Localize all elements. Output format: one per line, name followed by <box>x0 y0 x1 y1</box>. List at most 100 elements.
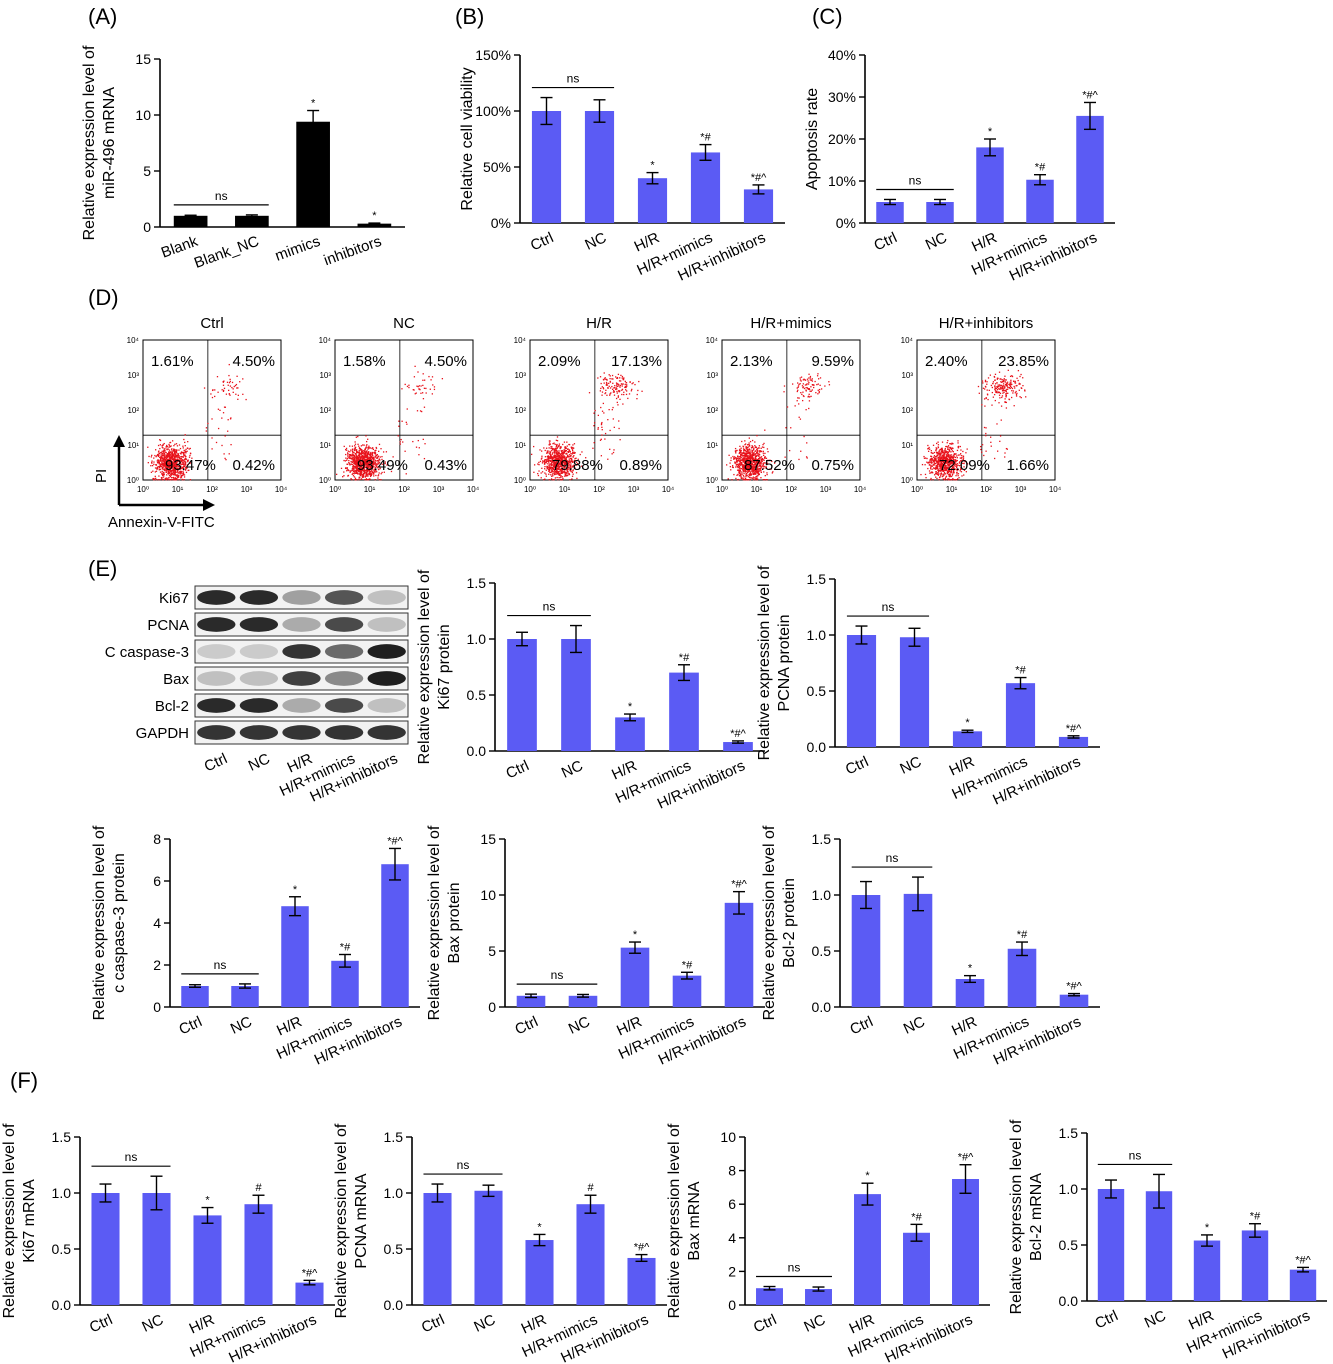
flow-dot <box>181 466 183 469</box>
flow-dot <box>360 452 362 455</box>
flow-dot <box>561 458 563 460</box>
flow-dot <box>159 452 161 454</box>
flow-dot <box>570 466 572 468</box>
flow-dot <box>1002 389 1005 392</box>
flow-dot <box>763 446 765 449</box>
flow-dot <box>564 471 566 474</box>
flow-dot <box>365 445 368 447</box>
flow-dot <box>554 448 557 450</box>
flow-dot <box>150 465 152 467</box>
flow-dot <box>749 461 751 463</box>
flow-dot <box>404 450 406 452</box>
flow-dot <box>959 461 961 463</box>
flow-dot <box>167 472 169 474</box>
flow-dot <box>343 459 345 462</box>
flow-dot <box>161 461 163 464</box>
flow-dot <box>160 476 163 479</box>
significance-label: # <box>255 1182 262 1194</box>
flow-dot <box>757 470 760 473</box>
flow-dot <box>159 444 162 446</box>
ns-label: ns <box>125 1150 138 1164</box>
flow-dot <box>612 418 614 420</box>
flow-dot <box>171 470 174 472</box>
flow-dot <box>807 396 809 398</box>
flow-dot <box>358 473 361 475</box>
flow-dot <box>375 446 377 449</box>
flow-dot <box>215 441 218 444</box>
flow-dot <box>355 459 357 461</box>
flow-dot <box>551 447 553 450</box>
flow-dot <box>169 479 172 481</box>
flow-dot <box>184 463 186 465</box>
flow-dot <box>189 452 192 455</box>
flow-dot <box>808 400 811 402</box>
y-tick-label: 1.0 <box>52 1185 72 1201</box>
flow-dot <box>963 462 965 465</box>
flow-dot <box>743 479 745 481</box>
flow-dot <box>558 444 560 447</box>
flow-dot <box>951 474 953 476</box>
flow-dot <box>609 381 612 383</box>
flow-dot <box>998 388 1000 390</box>
flow-dot <box>365 469 368 472</box>
flow-dot <box>374 461 377 463</box>
flow-dot <box>433 388 436 391</box>
flow-y-tick: 10⁰ <box>706 476 718 485</box>
flow-dot <box>560 471 562 474</box>
flow-dot <box>177 475 180 477</box>
flow-dot <box>553 460 555 462</box>
flow-dot <box>557 473 559 475</box>
flow-dot <box>169 459 171 462</box>
flow-dot <box>799 418 802 420</box>
flow-dot <box>155 477 157 480</box>
flow-dot <box>948 449 951 451</box>
flow-dot <box>936 455 938 458</box>
flow-dot <box>151 462 153 464</box>
flow-dot <box>964 461 966 463</box>
y-tick-label: 0 <box>143 219 151 235</box>
flow-dot <box>560 446 562 449</box>
flow-dot <box>375 474 377 477</box>
flow-dot <box>155 470 158 472</box>
flow-dot <box>368 462 370 464</box>
flow-dot <box>354 452 357 455</box>
flow-dot <box>163 465 165 467</box>
flow-dot <box>942 474 944 476</box>
flow-dot <box>784 456 786 458</box>
flow-dot <box>991 391 994 394</box>
flow-dot <box>156 454 158 457</box>
flow-dot <box>549 463 551 465</box>
flow-dot <box>952 471 955 473</box>
flow-dot <box>358 464 360 466</box>
flow-dot <box>747 479 749 481</box>
flow-dot <box>757 450 759 452</box>
significance-label: # <box>587 1182 594 1194</box>
flow-dot <box>754 455 757 457</box>
flow-dot <box>177 476 179 479</box>
flow-dot <box>940 466 942 468</box>
flow-dot <box>1000 384 1002 387</box>
flow-dot <box>562 443 564 446</box>
bar <box>235 215 269 227</box>
flow-dot <box>986 389 988 391</box>
flow-dot <box>347 453 349 455</box>
flow-dot <box>364 464 366 467</box>
flow-dot <box>797 386 799 388</box>
flow-dot <box>352 454 354 457</box>
flow-dot <box>756 454 758 456</box>
flow-dot <box>743 448 746 451</box>
flow-dot <box>597 414 599 417</box>
y-tick-label: 0 <box>728 1297 736 1313</box>
flow-dot <box>168 451 170 453</box>
flow-dot <box>358 447 361 449</box>
flow-dot <box>796 387 798 389</box>
flow-dot <box>345 453 347 456</box>
flow-dot <box>556 454 559 456</box>
flow-dot <box>540 477 542 479</box>
flow-dot <box>176 478 178 481</box>
flow-dot <box>941 441 944 443</box>
flow-dot <box>601 386 603 388</box>
flow-dot <box>948 464 951 466</box>
flow-dot <box>366 444 368 446</box>
flow-dot <box>370 454 372 456</box>
